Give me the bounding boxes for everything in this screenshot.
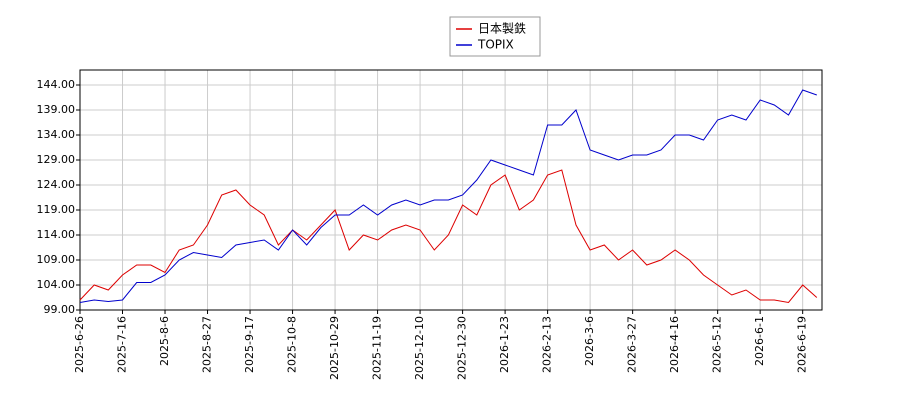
x-tick-label: 2026-6-1 [753, 316, 766, 366]
y-tick-label: 109.00 [37, 253, 76, 266]
y-tick-label: 104.00 [37, 278, 76, 291]
x-tick-label: 2026-3-6 [583, 316, 596, 366]
x-tick-label: 2025-10-29 [328, 316, 341, 380]
y-tick-label: 124.00 [37, 178, 76, 191]
y-tick-label: 129.00 [37, 153, 76, 166]
y-tick-label: 99.00 [44, 303, 76, 316]
x-tick-label: 2025-12-30 [456, 316, 469, 380]
x-tick-label: 2025-8-27 [201, 316, 214, 373]
series-line [79, 169, 818, 304]
x-tick-label: 2025-8-6 [158, 316, 171, 366]
x-tick-label: 2026-4-16 [668, 316, 681, 373]
x-tick-label: 2025-11-19 [371, 316, 384, 380]
legend-label: TOPIX [477, 38, 514, 52]
y-tick-label: 144.00 [37, 78, 76, 91]
x-tick-label: 2026-5-12 [711, 316, 724, 373]
legend-label: 日本製鉄 [478, 21, 526, 36]
y-tick-label: 119.00 [37, 203, 76, 216]
y-tick-label: 134.00 [37, 128, 76, 141]
x-tick-label: 2026-2-13 [541, 316, 554, 373]
x-tick-label: 2026-3-27 [626, 316, 639, 373]
x-tick-label: 2025-6-26 [73, 316, 86, 373]
legend: 日本製鉄 TOPIX [449, 16, 541, 57]
y-tick-label: 139.00 [37, 103, 76, 116]
x-tick-label: 2025-10-8 [286, 316, 299, 373]
x-tick-label: 2025-9-17 [243, 316, 256, 373]
x-tick-label: 2026-6-19 [796, 316, 809, 373]
x-tick-label: 2026-1-23 [498, 316, 511, 373]
plot-frame [79, 69, 823, 311]
legend-box [449, 16, 541, 57]
x-tick-label: 2025-7-16 [116, 316, 129, 373]
y-tick-label: 114.00 [37, 228, 76, 241]
x-tick-label: 2025-12-10 [413, 316, 426, 380]
series-line [79, 89, 817, 303]
